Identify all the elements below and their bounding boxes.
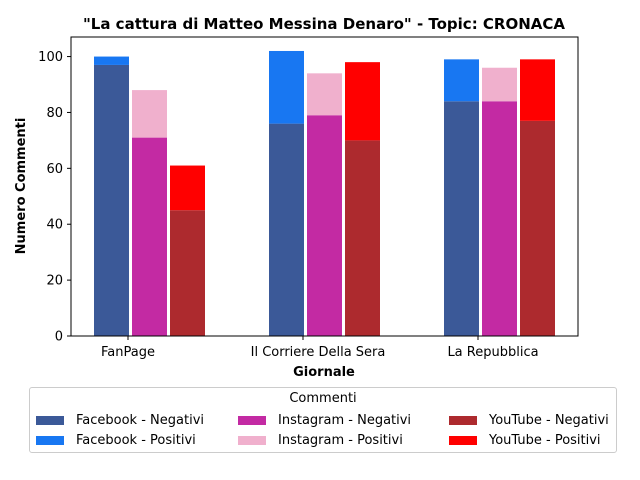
legend-swatch [36,436,64,445]
bar-facebook-negativi-2 [444,101,479,336]
legend-label: YouTube - Positivi [489,433,601,448]
bar-youtube-negativi-1 [345,140,380,336]
x-tick-label: Il Corriere Della Sera [251,345,386,360]
y-tick-label: 20 [46,274,63,289]
bar-facebook-positivi-1 [269,50,304,124]
plot-frame [70,36,579,337]
legend-swatch [238,416,266,425]
legend-title: Commenti [289,391,357,406]
legend-label: Instagram - Negativi [278,413,412,428]
bar-facebook-positivi-2 [444,59,479,102]
y-tick-label: 100 [38,50,63,65]
y-tick-label: 60 [46,162,63,177]
legend-label: YouTube - Negativi [489,413,609,428]
bar-instagram-positivi-0 [132,90,167,138]
bar-youtube-positivi-0 [170,165,205,211]
legend-swatch [238,436,266,445]
bar-instagram-negativi-2 [482,101,517,336]
x-tick-label: La Repubblica [447,345,538,360]
bar-facebook-positivi-0 [94,56,129,65]
legend-label: Facebook - Positivi [76,433,196,448]
bar-youtube-negativi-0 [170,210,205,336]
y-tick-label: 80 [46,106,63,121]
y-tick-label: 0 [55,330,63,345]
chart-title: "La cattura di Matteo Messina Denaro" - … [83,15,565,33]
bar-facebook-negativi-1 [269,123,304,337]
bar-instagram-negativi-1 [307,115,342,337]
legend-swatch [449,436,477,445]
y-axis-label: Numero Commenti [14,118,29,255]
legend-label: Facebook - Negativi [76,413,204,428]
bar-facebook-negativi-0 [94,64,129,337]
bar-instagram-positivi-1 [307,73,342,116]
legend-swatch [449,416,477,425]
legend-label: Instagram - Positivi [278,433,403,448]
bar-instagram-positivi-2 [482,67,517,102]
bar-youtube-positivi-2 [520,59,555,121]
legend: Commenti Facebook - Negativi Facebook - P… [29,387,617,453]
bar-instagram-negativi-0 [132,137,167,336]
y-tick-label: 40 [46,218,63,233]
bar-youtube-positivi-1 [345,62,380,141]
legend-swatch [36,416,64,425]
bar-youtube-negativi-2 [520,120,555,336]
x-axis-label: Giornale [293,365,355,380]
x-tick-label: FanPage [101,345,155,360]
